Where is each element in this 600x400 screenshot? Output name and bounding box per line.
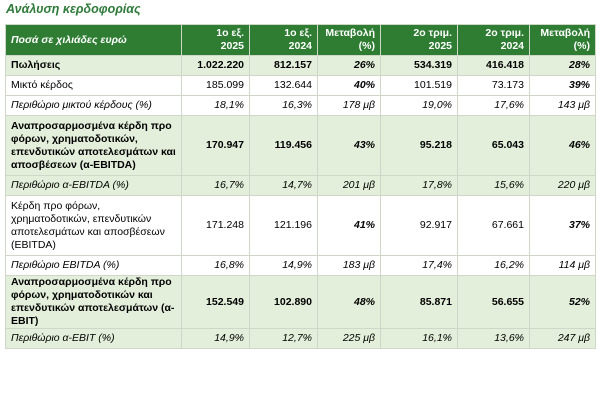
row-label: Αναπροσαρμοσμένα κέρδη προ φόρων, χρηματ… — [5, 115, 182, 176]
cell-value: 416.418 — [457, 55, 530, 76]
cell-value: 17,8% — [380, 175, 458, 196]
header-q2-change: Μεταβολή (%) — [529, 24, 596, 56]
table-row-gross-margin: Περιθώριο μικτού κέρδους (%) 18,1% 16,3%… — [5, 95, 596, 116]
cell-change: 39% — [529, 75, 596, 96]
cell-value: 67.661 — [457, 195, 530, 256]
cell-value: 170.947 — [181, 115, 250, 176]
row-label: Περιθώριο EBITDA (%) — [5, 255, 182, 276]
cell-change: 26% — [317, 55, 381, 76]
cell-value: 16,3% — [249, 95, 318, 116]
header-q2-2025: 2ο τριμ. 2025 — [380, 24, 458, 56]
row-label: Αναπροσαρμοσμένα κέρδη προ φόρων, χρηματ… — [5, 275, 182, 329]
cell-value: 14,9% — [249, 255, 318, 276]
cell-change: 40% — [317, 75, 381, 96]
cell-value: 185.099 — [181, 75, 250, 96]
cell-value: 812.157 — [249, 55, 318, 76]
cell-value: 13,6% — [457, 328, 530, 349]
cell-value: 12,7% — [249, 328, 318, 349]
cell-change: 183 μβ — [317, 255, 381, 276]
cell-change: 143 μβ — [529, 95, 596, 116]
table-row-gross-profit: Μικτό κέρδος 185.099 132.644 40% 101.519… — [5, 75, 596, 96]
cell-value: 121.196 — [249, 195, 318, 256]
cell-value: 1.022.220 — [181, 55, 250, 76]
cell-value: 16,7% — [181, 175, 250, 196]
cell-value: 17,6% — [457, 95, 530, 116]
cell-value: 14,7% — [249, 175, 318, 196]
cell-value: 16,8% — [181, 255, 250, 276]
row-label: Περιθώριο α-EBITDA (%) — [5, 175, 182, 196]
cell-change: 46% — [529, 115, 596, 176]
cell-value: 152.549 — [181, 275, 250, 329]
cell-change: 220 μβ — [529, 175, 596, 196]
header-q2-2024: 2ο τριμ. 2024 — [457, 24, 530, 56]
cell-change: 43% — [317, 115, 381, 176]
cell-change: 201 μβ — [317, 175, 381, 196]
profitability-table: Ποσά σε χιλιάδες ευρώ 1ο εξ. 2025 1ο εξ.… — [5, 24, 596, 349]
header-amounts-unit: Ποσά σε χιλιάδες ευρώ — [5, 24, 182, 56]
cell-value: 95.218 — [380, 115, 458, 176]
cell-value: 119.456 — [249, 115, 318, 176]
table-row-adjusted-ebit: Αναπροσαρμοσμένα κέρδη προ φόρων, χρηματ… — [5, 275, 596, 329]
cell-change: 114 μβ — [529, 255, 596, 276]
header-row: Ποσά σε χιλιάδες ευρώ 1ο εξ. 2025 1ο εξ.… — [5, 24, 596, 56]
cell-change: 41% — [317, 195, 381, 256]
cell-value: 101.519 — [380, 75, 458, 96]
row-label: Περιθώριο μικτού κέρδους (%) — [5, 95, 182, 116]
cell-value: 102.890 — [249, 275, 318, 329]
table-row-adjusted-ebitda-margin: Περιθώριο α-EBITDA (%) 16,7% 14,7% 201 μ… — [5, 175, 596, 196]
cell-value: 132.644 — [249, 75, 318, 96]
cell-change: 247 μβ — [529, 328, 596, 349]
cell-value: 19,0% — [380, 95, 458, 116]
cell-change: 52% — [529, 275, 596, 329]
cell-value: 65.043 — [457, 115, 530, 176]
table-row-adjusted-ebit-margin: Περιθώριο α-EBIT (%) 14,9% 12,7% 225 μβ … — [5, 328, 596, 349]
cell-value: 85.871 — [380, 275, 458, 329]
cell-change: 178 μβ — [317, 95, 381, 116]
cell-value: 171.248 — [181, 195, 250, 256]
cell-value: 16,2% — [457, 255, 530, 276]
header-h1-change: Μεταβολή (%) — [317, 24, 381, 56]
table-row-ebitda: Κέρδη προ φόρων, χρηματοδοτικών, επενδυτ… — [5, 195, 596, 256]
cell-value: 16,1% — [380, 328, 458, 349]
header-h1-2024: 1ο εξ. 2024 — [249, 24, 318, 56]
cell-change: 28% — [529, 55, 596, 76]
cell-change: 37% — [529, 195, 596, 256]
cell-value: 14,9% — [181, 328, 250, 349]
row-label: Πωλήσεις — [5, 55, 182, 76]
table-row-sales: Πωλήσεις 1.022.220 812.157 26% 534.319 4… — [5, 55, 596, 76]
cell-value: 56.655 — [457, 275, 530, 329]
row-label: Κέρδη προ φόρων, χρηματοδοτικών, επενδυτ… — [5, 195, 182, 256]
cell-change: 225 μβ — [317, 328, 381, 349]
cell-value: 534.319 — [380, 55, 458, 76]
page-title: Ανάλυση κερδοφορίας — [6, 2, 141, 16]
row-label: Περιθώριο α-EBIT (%) — [5, 328, 182, 349]
cell-value: 17,4% — [380, 255, 458, 276]
cell-value: 18,1% — [181, 95, 250, 116]
row-label: Μικτό κέρδος — [5, 75, 182, 96]
table-row-ebitda-margin: Περιθώριο EBITDA (%) 16,8% 14,9% 183 μβ … — [5, 255, 596, 276]
cell-value: 15,6% — [457, 175, 530, 196]
cell-change: 48% — [317, 275, 381, 329]
table-row-adjusted-ebitda: Αναπροσαρμοσμένα κέρδη προ φόρων, χρηματ… — [5, 115, 596, 176]
header-h1-2025: 1ο εξ. 2025 — [181, 24, 250, 56]
cell-value: 92.917 — [380, 195, 458, 256]
cell-value: 73.173 — [457, 75, 530, 96]
